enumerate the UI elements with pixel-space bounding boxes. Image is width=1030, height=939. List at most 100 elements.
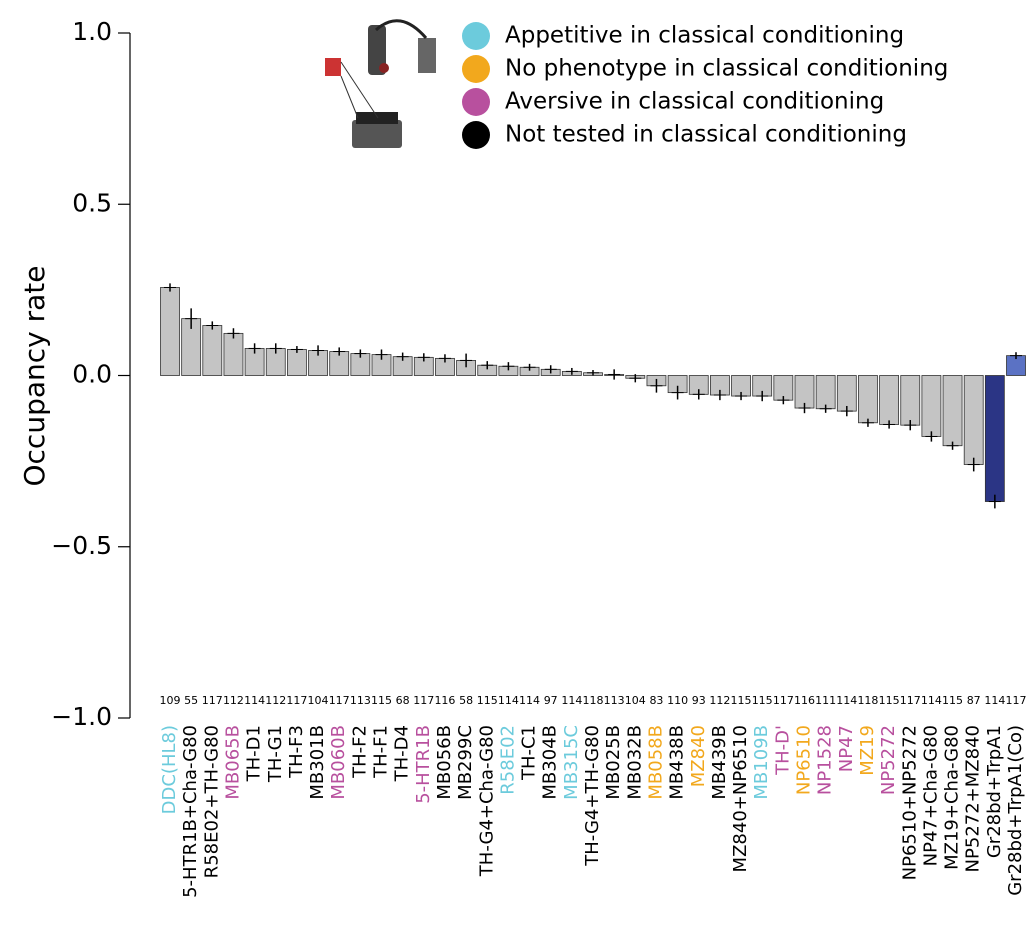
n-label: 117	[413, 694, 434, 707]
x-tick-label: TH-F2	[349, 725, 370, 779]
x-tick-label: TH-D'	[772, 725, 793, 776]
n-label: 58	[459, 694, 473, 707]
bar	[224, 333, 243, 375]
legend-label: Appetitive in classical conditioning	[505, 23, 904, 49]
x-tick-label: MZ840	[688, 725, 709, 787]
bar	[922, 376, 941, 437]
n-label: 114	[561, 694, 582, 707]
x-tick-label: MB025B	[603, 725, 624, 800]
x-tick-label: Gr28bd+TrpA1	[984, 725, 1005, 858]
n-label: 104	[625, 694, 646, 707]
n-label: 111	[815, 694, 836, 707]
n-label: 117	[286, 694, 307, 707]
n-label: 104	[308, 694, 329, 707]
bar	[901, 376, 920, 426]
x-tick-label: 5-HTR1B	[413, 725, 434, 804]
n-label: 116	[794, 694, 815, 707]
n-label: 83	[649, 694, 663, 707]
n-label: 117	[329, 694, 350, 707]
x-tick-label: MZ840+NP6510	[730, 725, 751, 872]
n-label: 117	[773, 694, 794, 707]
x-tick-label: TH-F1	[371, 725, 392, 779]
bar	[203, 325, 222, 375]
n-label: 68	[396, 694, 410, 707]
x-tick-label: MB032B	[624, 725, 645, 800]
n-label: 112	[265, 694, 286, 707]
n-label: 97	[544, 694, 558, 707]
x-tick-label: TH-F3	[286, 725, 307, 779]
x-tick-label: DDC(HL8)	[159, 725, 180, 814]
n-label: 110	[667, 694, 688, 707]
x-tick-label: R58E02+TH-G80	[201, 725, 222, 878]
x-tick-label: TH-G4+Cha-G80	[476, 725, 497, 877]
y-tick-label: 1.0	[72, 17, 112, 46]
n-label: 117	[900, 694, 921, 707]
n-label: 87	[967, 694, 981, 707]
legend-label: No phenotype in classical conditioning	[505, 56, 948, 82]
x-tick-label: R58E02	[497, 725, 518, 795]
x-tick-label: Gr28bd+TrpA1(Co)	[1005, 725, 1026, 896]
y-tick-label: −1.0	[51, 702, 112, 731]
x-tick-label: NP5272+MZ840	[963, 725, 984, 872]
n-label: 114	[519, 694, 540, 707]
n-label: 109	[160, 694, 181, 707]
bar	[858, 376, 877, 423]
bar	[837, 376, 856, 412]
n-label: 117	[202, 694, 223, 707]
x-tick-label: NP1528	[815, 725, 836, 795]
x-tick-label: MB058B	[645, 725, 666, 800]
x-tick-label: MB060B	[328, 725, 349, 800]
bar	[943, 376, 962, 446]
bar	[985, 376, 1004, 502]
legend-marker	[462, 55, 490, 83]
n-label: 113	[350, 694, 371, 707]
n-label: 115	[752, 694, 773, 707]
y-axis-label: Occupancy rate	[18, 266, 51, 487]
x-tick-label: TH-C1	[519, 725, 540, 781]
n-label: 118	[857, 694, 878, 707]
x-tick-label: MB065B	[222, 725, 243, 800]
x-tick-label: TH-D1	[244, 725, 265, 782]
x-tick-label: TH-D4	[392, 725, 413, 782]
y-tick-label: 0.5	[72, 188, 112, 217]
legend-marker	[462, 22, 490, 50]
x-tick-label: MB299C	[455, 725, 476, 800]
x-tick-label: MB304B	[540, 725, 561, 800]
x-tick-label: MB439B	[709, 725, 730, 800]
chart: Occupancy rate 1.00.50.0−0.5−1.0Appetiti…	[0, 0, 1030, 939]
x-tick-label: MB301B	[307, 725, 328, 800]
legend-marker	[462, 121, 490, 149]
x-tick-label: MB056B	[434, 725, 455, 800]
x-tick-label: TH-G4+TH-G80	[582, 725, 603, 867]
n-label: 114	[921, 694, 942, 707]
bar	[816, 376, 835, 409]
legend-marker	[462, 88, 490, 116]
x-tick-label: NP6510+NP5272	[899, 725, 920, 880]
x-tick-label: MZ19	[857, 725, 878, 776]
x-tick-label: TH-G1	[265, 725, 286, 783]
x-tick-label: NP5272	[878, 725, 899, 795]
n-label: 115	[371, 694, 392, 707]
x-tick-label: NP47	[836, 725, 857, 772]
n-label: 115	[477, 694, 498, 707]
n-label: 55	[184, 694, 198, 707]
x-tick-label: NP47+Cha-G80	[920, 725, 941, 866]
n-label: 116	[434, 694, 455, 707]
x-tick-label: MB438B	[667, 725, 688, 800]
n-label: 115	[942, 694, 963, 707]
n-label: 93	[692, 694, 706, 707]
y-tick-label: 0.0	[72, 360, 112, 389]
x-tick-label: MZ19+Cha-G80	[942, 725, 963, 870]
n-label: 114	[984, 694, 1005, 707]
n-label: 117	[1006, 694, 1027, 707]
legend-label: Aversive in classical conditioning	[505, 89, 884, 115]
x-tick-label: NP6510	[794, 725, 815, 795]
inset-icon	[325, 21, 436, 148]
legend-label: Not tested in classical conditioning	[505, 122, 907, 148]
n-label: 114	[836, 694, 857, 707]
n-label: 114	[244, 694, 265, 707]
bar	[880, 376, 899, 425]
x-tick-label: MB315C	[561, 725, 582, 800]
bar	[964, 376, 983, 465]
n-label: 112	[709, 694, 730, 707]
